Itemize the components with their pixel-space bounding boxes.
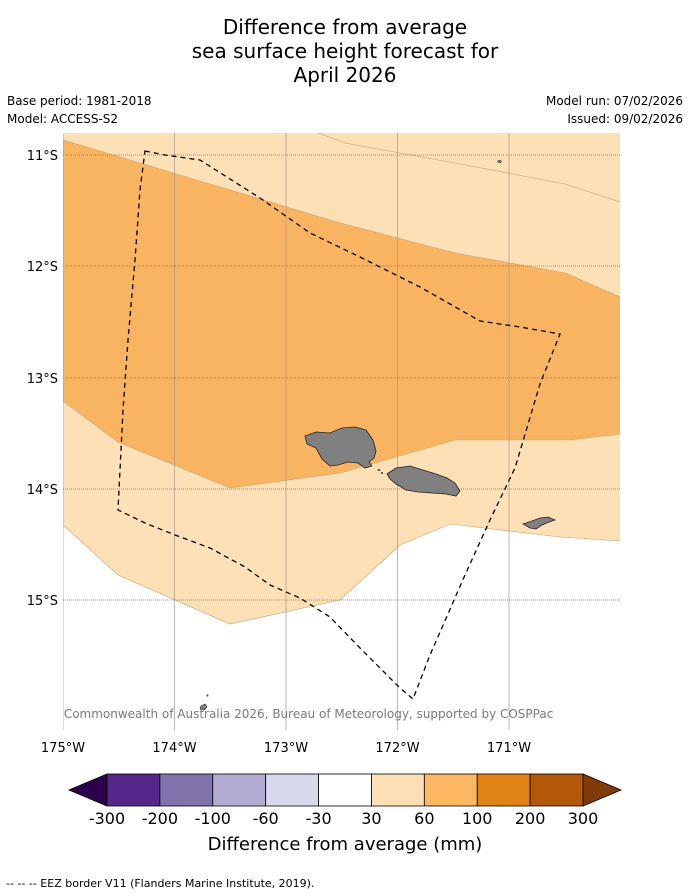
eez-legend-note: -- -- -- EEZ border V11 (Flanders Marine… — [6, 877, 315, 890]
colorbar-tick-label: 60 — [414, 809, 434, 828]
contour-line — [63, 400, 620, 489]
colorbar-arrow-high — [582, 773, 623, 807]
colorbar-cell — [212, 773, 267, 807]
map-area: © Commonwealth of Australia 2026, Bureau… — [48, 133, 620, 730]
colorbar-label: Difference from average (mm) — [208, 834, 483, 855]
colorbar-arrow-low — [67, 773, 108, 807]
lat-label: 14°S — [27, 483, 58, 498]
anomaly-band-60-100 — [63, 140, 620, 488]
wallis-islet — [206, 694, 209, 697]
lon-label: 172°W — [375, 741, 419, 756]
manono-islet — [377, 469, 381, 471]
latitude-gridlines — [63, 154, 620, 601]
longitude-gridlines — [63, 133, 510, 730]
lat-label: 12°S — [27, 260, 58, 275]
lon-label: 171°W — [487, 741, 531, 756]
eez-border — [117, 150, 561, 701]
savaii-island — [304, 426, 377, 469]
model-run: Model run: 07/02/2026 — [545, 94, 683, 108]
base-period: Base period: 1981-2018 — [7, 94, 152, 108]
issued-date: Issued: 09/02/2026 — [567, 112, 683, 126]
colorbar-tick-label: 300 — [568, 809, 599, 828]
colorbar-tick-label: -100 — [195, 809, 231, 828]
title-line-2: sea surface height forecast for — [191, 39, 499, 63]
colorbar-cell — [423, 773, 478, 807]
model-name: Model: ACCESS-S2 — [7, 112, 119, 126]
colorbar: -300 -200 -100 -60 -30 30 60 100 200 300 Differen… — [67, 773, 623, 855]
colorbar-cell — [371, 773, 425, 807]
lat-label: 15°S — [27, 594, 58, 609]
colorbar-tick-label: 100 — [462, 809, 493, 828]
colorbar-tick-label: -200 — [142, 809, 178, 828]
colorbar-cell — [106, 773, 161, 807]
colorbar-tick-label: -30 — [305, 809, 331, 828]
latitude-labels: 11°S 12°S 13°S 14°S 15°S — [27, 149, 58, 609]
colorbar-cell — [159, 773, 214, 807]
lat-label: 11°S — [27, 149, 58, 164]
colorbar-cell — [318, 773, 372, 807]
copyright-notice: © Commonwealth of Australia 2026, Bureau… — [48, 707, 553, 721]
colorbar-cell — [529, 773, 584, 807]
map-figure: © Commonwealth of Australia 2026, Bureau… — [27, 133, 623, 855]
title-line-1: Difference from average — [222, 15, 468, 39]
swains-island — [497, 160, 502, 163]
colorbar-tick-label: -300 — [89, 809, 125, 828]
colorbar-cell — [265, 773, 319, 807]
lon-label: 173°W — [264, 741, 308, 756]
lat-label: 13°S — [27, 372, 58, 387]
tutuila-island — [522, 516, 557, 530]
apolima-islet — [380, 472, 384, 474]
lon-label: 174°W — [152, 741, 196, 756]
wallis-island — [199, 703, 208, 711]
colorbar-tick-label: 200 — [515, 809, 546, 828]
colorbar-cell — [476, 773, 531, 807]
upolu-island — [386, 465, 461, 497]
longitude-labels: 175°W 174°W 173°W 172°W 171°W — [41, 741, 531, 756]
contour-line — [63, 523, 620, 625]
contour-line — [317, 133, 620, 203]
title-line-3: April 2026 — [293, 63, 397, 87]
lon-label: 175°W — [41, 741, 85, 756]
colorbar-tick-label: 30 — [361, 809, 381, 828]
colorbar-tick-label: -60 — [253, 809, 279, 828]
